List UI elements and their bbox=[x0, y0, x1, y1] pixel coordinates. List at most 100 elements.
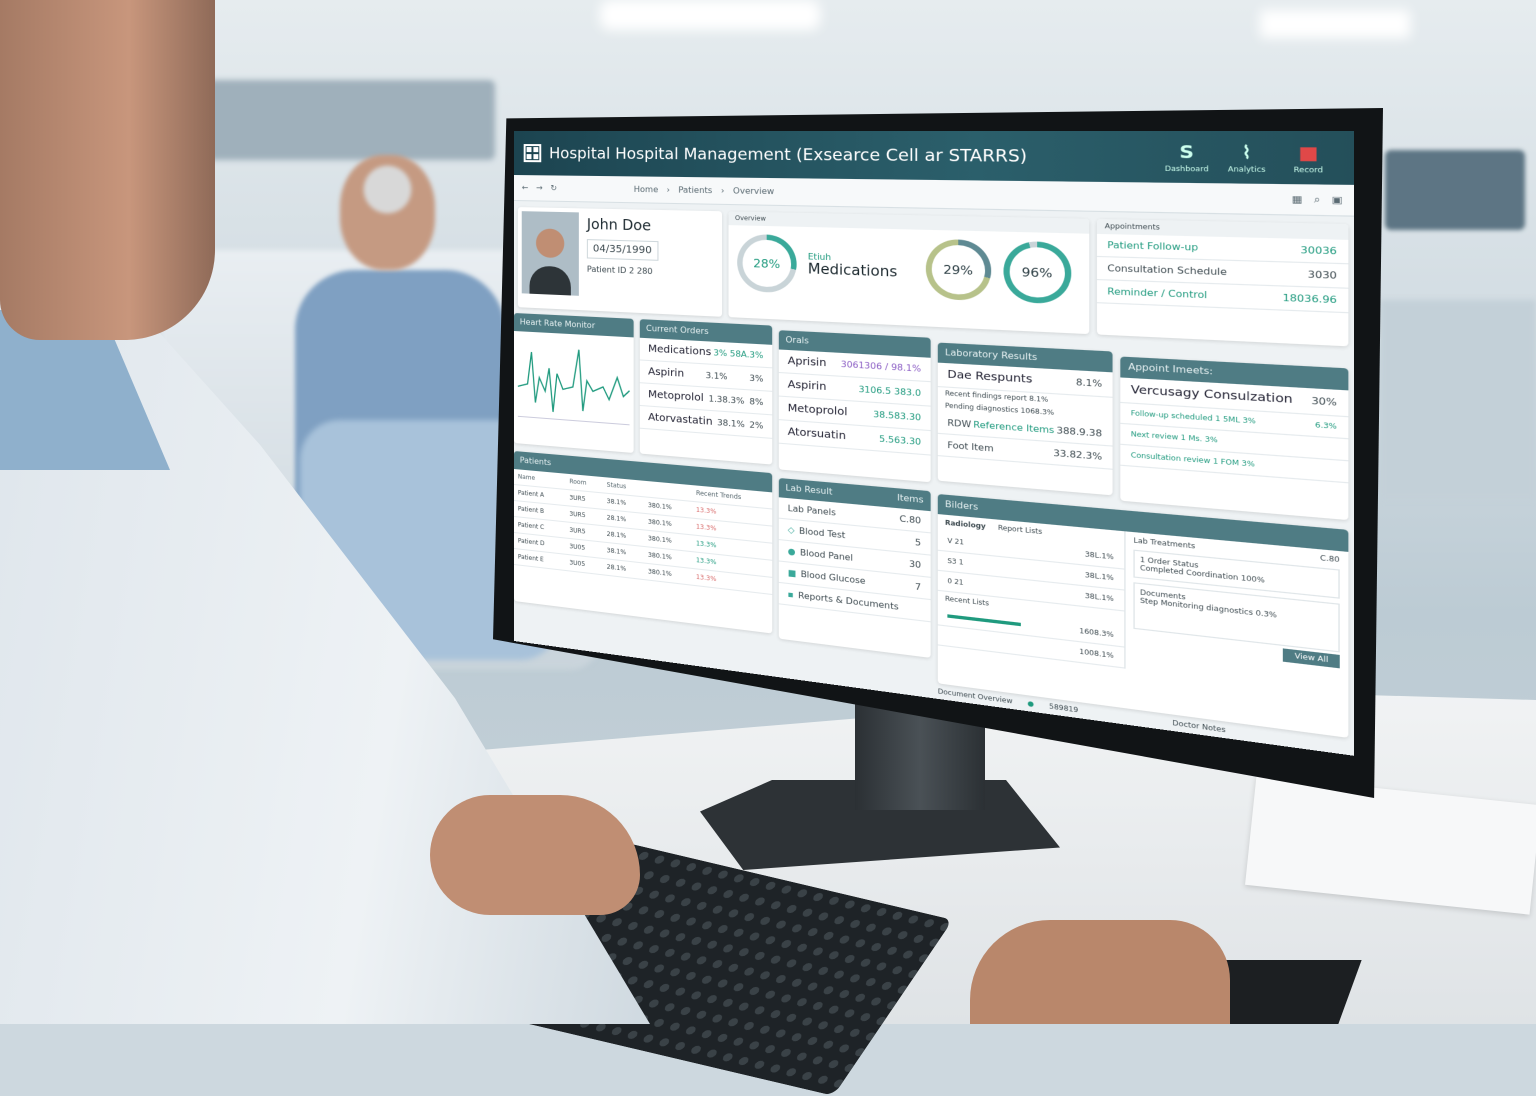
doctor-hand bbox=[970, 920, 1230, 1024]
med-name: Atorvastatin bbox=[648, 412, 712, 428]
item-text: Follow-up scheduled 1 5ML 3% bbox=[1131, 410, 1256, 426]
refresh-icon[interactable]: ↻ bbox=[550, 184, 557, 193]
med-pct: 3% bbox=[749, 373, 763, 383]
item-name: RDW bbox=[947, 418, 971, 430]
section-value: C.80 bbox=[1320, 554, 1340, 564]
ceiling-light bbox=[1260, 10, 1410, 38]
doctor-hand bbox=[430, 795, 640, 915]
item-text: Next review 1 Ms. 3% bbox=[1131, 430, 1218, 444]
toolbar-label: Dashboard bbox=[1165, 164, 1209, 173]
item-value: 3% 58A.3% bbox=[713, 348, 763, 360]
med-dose: 1.38.3% bbox=[709, 394, 745, 406]
video-icon[interactable]: ■ Record bbox=[1277, 141, 1340, 174]
status-dot-icon: ● bbox=[1027, 700, 1034, 709]
wall-medical-equipment bbox=[195, 80, 495, 160]
search-icon[interactable]: ⌕ bbox=[1314, 194, 1320, 206]
item-value: 3061306 / 98.1% bbox=[841, 359, 921, 373]
results-card: Laboratory Results Dae Respunts 8.1% Rece… bbox=[938, 343, 1113, 496]
app-title: Hospital Hospital Management (Exsearce C… bbox=[549, 144, 1157, 167]
results-value: 8.1% bbox=[1076, 377, 1102, 389]
hospital-logo-icon bbox=[524, 144, 542, 162]
item-id: V 21 bbox=[947, 537, 963, 546]
ceiling-light bbox=[600, 0, 820, 30]
lab-value: 5 bbox=[915, 537, 921, 548]
item-value: 30036 bbox=[1301, 245, 1337, 257]
progress-ring: 29% bbox=[926, 239, 991, 302]
item-value: 5.563.30 bbox=[879, 434, 921, 447]
lab-sub-value: C.80 bbox=[899, 514, 921, 526]
item-value: 18036.96 bbox=[1283, 293, 1337, 306]
item-value: 38L.1% bbox=[1085, 592, 1114, 603]
card-title: Lab Result bbox=[785, 483, 832, 498]
back-icon[interactable]: ← bbox=[522, 183, 529, 192]
item-value: 33.82.3% bbox=[1053, 448, 1102, 462]
med-pct: 8% bbox=[749, 397, 763, 408]
item-text: Patient Follow-up bbox=[1107, 240, 1198, 253]
patients-table: Name Room Status Recent Trends Patient A 3UR… bbox=[514, 469, 772, 595]
item-tag: Reference Items bbox=[973, 420, 1054, 436]
s-logo-icon[interactable]: S Dashboard bbox=[1157, 141, 1216, 173]
forward-icon[interactable]: → bbox=[536, 183, 543, 192]
item-value: 38L.1% bbox=[1085, 571, 1114, 582]
appointment-value: 30% bbox=[1311, 396, 1336, 408]
breadcrumb-item[interactable]: Overview bbox=[733, 186, 774, 196]
ring-value: 28% bbox=[753, 256, 780, 271]
lab-result-card: Lab Result Items Lab Panels C.80 ◇ Blood Te… bbox=[779, 478, 931, 658]
patient-card[interactable]: John Doe 04/35/1990 Patient ID 2 280 bbox=[518, 207, 722, 317]
tab-report-lists[interactable]: Report Lists bbox=[998, 524, 1042, 536]
total-value: 1008.1% bbox=[1079, 648, 1113, 660]
lab-sub: Lab Panels bbox=[788, 503, 836, 517]
summary-label: Medications bbox=[808, 262, 897, 281]
chart-icon[interactable]: ⌇ Analytics bbox=[1216, 141, 1277, 174]
progress-ring: 96% bbox=[1003, 241, 1071, 305]
tab-radiology[interactable]: Radiology bbox=[945, 519, 986, 531]
calendar-icon[interactable]: ▦ bbox=[1292, 194, 1303, 205]
item-value: 38L.1% bbox=[1085, 551, 1114, 562]
item-value: 6.3% bbox=[1315, 421, 1337, 431]
summary-card: Overview 28% Etiuh Medications 29% 96% bbox=[729, 211, 1090, 334]
orals-card: Orals Aprisin 3061306 / 98.1% Aspirin 3106… bbox=[779, 330, 931, 482]
toolbar-label: Record bbox=[1294, 165, 1323, 174]
item-name: Foot Item bbox=[947, 440, 993, 454]
lab-icon: ● bbox=[788, 546, 796, 556]
patient-name: John Doe bbox=[587, 217, 658, 235]
item-text: Consultation review 1 FOM 3% bbox=[1131, 451, 1255, 469]
appointments-summary-card: Appointments Patient Follow-up 30036 Cons… bbox=[1097, 219, 1348, 346]
med-name: Metoprolol bbox=[648, 389, 704, 404]
clipboard-icon[interactable]: ▣ bbox=[1332, 194, 1343, 205]
doctor-head bbox=[0, 0, 215, 340]
progress-ring: 28% bbox=[737, 234, 796, 294]
dob-field[interactable]: 04/35/1990 bbox=[587, 239, 658, 261]
breadcrumb-item[interactable]: Home bbox=[634, 185, 658, 195]
item-value: 388.9.38 bbox=[1057, 425, 1103, 439]
item-name: Aprisin bbox=[788, 355, 827, 369]
item-id: S3 1 bbox=[947, 557, 963, 566]
item-value: 3106.5 383.0 bbox=[859, 384, 922, 398]
item-text: Consultation Schedule bbox=[1107, 263, 1227, 277]
patient-id-value: 2 280 bbox=[629, 266, 653, 276]
patient-monitor bbox=[1385, 150, 1525, 230]
item-name: Aspirin bbox=[788, 379, 827, 393]
item-text: Reminder / Control bbox=[1107, 286, 1207, 300]
footer-value: 589819 bbox=[1049, 703, 1078, 715]
appointments-card: Appoint Imeets: Vercusagy Consulzation 30… bbox=[1120, 357, 1348, 521]
item-name: Atorsuatin bbox=[788, 426, 846, 442]
breadcrumb-item[interactable]: Patients bbox=[678, 185, 712, 195]
med-name: Aspirin bbox=[648, 366, 684, 380]
item-value: 38.583.30 bbox=[873, 409, 921, 422]
item-value: 3030 bbox=[1308, 269, 1337, 281]
table-cell: 28.1% bbox=[603, 558, 644, 579]
item-id: 0 21 bbox=[947, 577, 963, 587]
lab-icon: ■ bbox=[788, 568, 796, 579]
medications-card: Current Orders Medications 3% 58A.3% Aspi… bbox=[640, 319, 772, 464]
ring-value: 29% bbox=[943, 262, 973, 278]
lab-icon: ▪ bbox=[788, 589, 794, 599]
ecg-waveform bbox=[514, 331, 634, 441]
lab-value: 7 bbox=[915, 582, 921, 593]
med-pct: 2% bbox=[749, 420, 763, 431]
lab-icon: ◇ bbox=[788, 525, 795, 535]
ring-value: 96% bbox=[1022, 264, 1053, 280]
patient-head bbox=[340, 155, 435, 270]
results-title: Dae Respunts bbox=[947, 369, 1032, 386]
section-title: Lab Treatments bbox=[1133, 537, 1195, 551]
